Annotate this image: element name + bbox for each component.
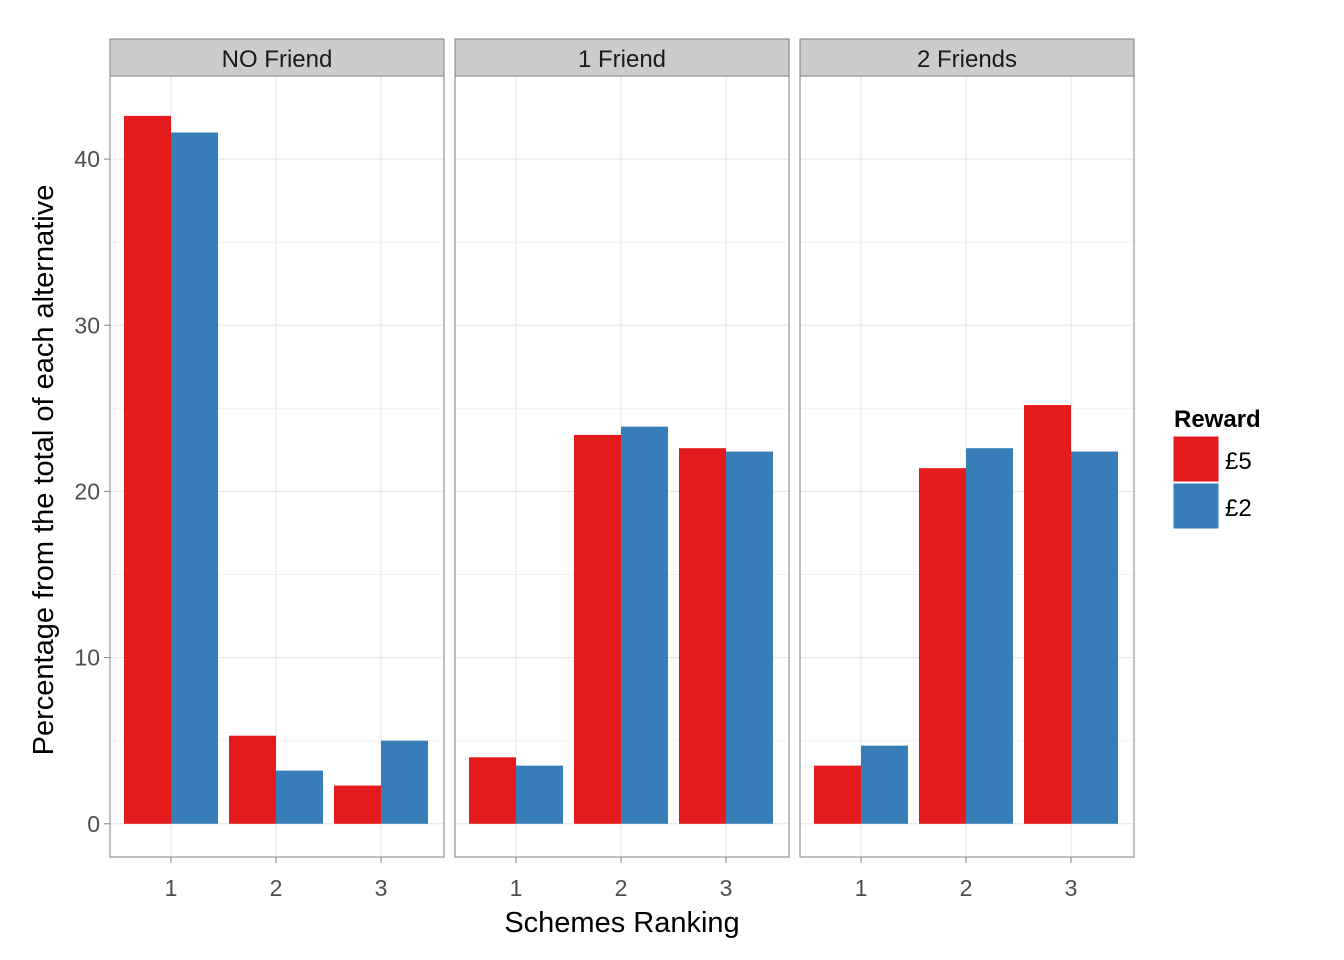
y-axis-title: Percentage from the total of each altern… (28, 185, 60, 756)
panel-border (799, 75, 1135, 858)
x-tick-label: 1 (855, 875, 868, 901)
x-tick-label: 3 (375, 875, 388, 901)
bar (574, 434, 621, 824)
bar (679, 448, 726, 824)
x-axis-title: Schemes Ranking (504, 907, 739, 939)
bar (1071, 451, 1118, 824)
y-tick-label: 20 (74, 478, 100, 504)
legend-label: £5 (1225, 448, 1252, 475)
x-tick-label: 1 (510, 875, 523, 901)
bar (381, 740, 428, 824)
x-tick-label: 2 (270, 875, 283, 901)
y-axis: 0 10 20 30 40 (74, 146, 110, 837)
facet-label: NO Friend (222, 46, 333, 73)
legend-key (1172, 435, 1220, 483)
bar (814, 765, 861, 824)
y-tick-label: 40 (74, 146, 100, 172)
legend-label: £2 (1225, 495, 1252, 522)
y-tick-label: 30 (74, 312, 100, 338)
legend: Reward £5 £2 (1172, 406, 1261, 530)
bar (171, 132, 218, 824)
x-tick-label: 2 (615, 875, 628, 901)
bar (726, 451, 773, 824)
x-tick-label: 3 (1065, 875, 1078, 901)
facet-strip (454, 38, 790, 77)
bar (966, 448, 1013, 824)
y-tick-label: 0 (87, 811, 100, 837)
bar (469, 757, 516, 824)
bar (621, 426, 668, 824)
panel-border (109, 75, 445, 858)
facet-panel: 2 Friends 1 2 3 (799, 38, 1135, 901)
facet-panel: 1 Friend 1 2 3 (454, 38, 790, 901)
bar (229, 735, 276, 824)
panel-border (454, 75, 790, 858)
facet-panel: NO Friend 1 2 3 (109, 38, 445, 901)
facet-label: 1 Friend (578, 46, 666, 73)
facet-panels: NO Friend 1 2 3 1 Friend 1 2 3 2 Friends 1 2 3 (109, 38, 1135, 901)
facet-label: 2 Friends (917, 46, 1017, 73)
bar (861, 745, 908, 824)
bar (1024, 405, 1071, 824)
facet-strip (799, 38, 1135, 77)
facet-strip (109, 38, 445, 77)
x-tick-label: 3 (720, 875, 733, 901)
x-tick-label: 1 (165, 875, 178, 901)
bar (334, 785, 381, 824)
legend-key (1172, 482, 1220, 530)
bar (276, 770, 323, 824)
y-tick-label: 10 (74, 645, 100, 671)
bar (124, 115, 171, 824)
legend-title: Reward (1174, 406, 1261, 433)
x-tick-label: 2 (960, 875, 973, 901)
bar (516, 765, 563, 824)
bar (919, 468, 966, 824)
